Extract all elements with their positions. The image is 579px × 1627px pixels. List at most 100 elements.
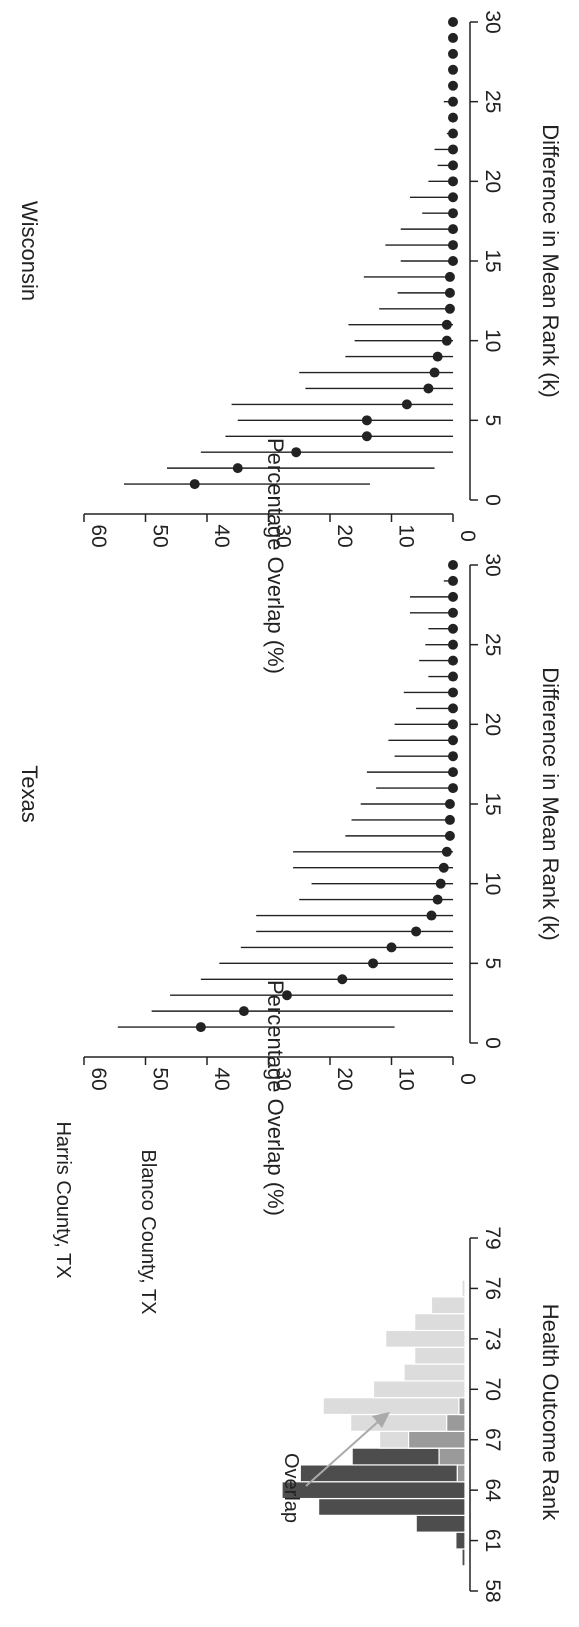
mean-point bbox=[441, 846, 452, 857]
mean-point bbox=[189, 479, 200, 490]
blanco-bar bbox=[414, 1313, 466, 1332]
rank-tick-label: 67 bbox=[481, 1428, 504, 1451]
mean-point bbox=[448, 160, 458, 171]
mean-point bbox=[441, 335, 452, 346]
k-tick-label: 10 bbox=[481, 329, 504, 352]
mean-point bbox=[448, 639, 458, 650]
percent-tick-label: 50 bbox=[149, 524, 172, 547]
mean-point bbox=[429, 367, 440, 378]
mean-point bbox=[281, 990, 292, 1001]
k-tick-label: 0 bbox=[481, 494, 504, 506]
k-tick-label: 5 bbox=[481, 957, 504, 969]
k-tick-label: 15 bbox=[481, 249, 504, 272]
mean-point bbox=[448, 591, 458, 602]
mean-point bbox=[448, 128, 458, 139]
k-tick-label: 20 bbox=[481, 713, 504, 736]
percent-tick-label: 60 bbox=[87, 1067, 110, 1090]
mean-point bbox=[448, 256, 458, 266]
mean-point bbox=[444, 799, 455, 809]
mean-point bbox=[361, 415, 372, 426]
mean-point bbox=[435, 878, 446, 889]
percent-tick-label: 0 bbox=[456, 1073, 479, 1085]
wisconsin-marks bbox=[123, 17, 458, 490]
mean-point bbox=[195, 1022, 206, 1033]
harris-bar bbox=[415, 1514, 466, 1533]
overlap-bar bbox=[438, 1447, 466, 1466]
mean-point bbox=[423, 383, 434, 394]
k-tick-label: 20 bbox=[481, 170, 504, 193]
mean-point bbox=[448, 735, 458, 746]
mean-point bbox=[448, 560, 458, 570]
percent-tick-label: 30 bbox=[272, 524, 295, 547]
mean-point bbox=[444, 814, 455, 825]
percent-tick-label: 40 bbox=[210, 1067, 233, 1090]
rank-tick-label: 61 bbox=[481, 1529, 504, 1552]
percent-tick-label: 0 bbox=[456, 530, 479, 542]
blanco-bar bbox=[414, 1346, 466, 1365]
rank-tick-label: 64 bbox=[481, 1478, 504, 1502]
mean-point bbox=[441, 319, 452, 330]
mean-point bbox=[337, 974, 348, 985]
mean-point bbox=[448, 671, 458, 682]
wisconsin-k-axis-label: Difference in Mean Rank (k) bbox=[538, 124, 563, 398]
mean-point bbox=[448, 607, 458, 618]
mean-point bbox=[448, 623, 458, 634]
harris-bar bbox=[318, 1497, 466, 1516]
mean-point bbox=[291, 447, 302, 458]
mean-point bbox=[448, 48, 458, 59]
mean-point bbox=[448, 719, 458, 730]
k-tick-label: 25 bbox=[481, 90, 504, 113]
texas-k-axis-label: Difference in Mean Rank (k) bbox=[538, 667, 563, 941]
texas-panel: 0 5 10 15 20 25 30 0 10 20 30 40 50 60 Texas Differe… bbox=[17, 553, 563, 1216]
mean-point bbox=[438, 862, 449, 873]
overlap-bar bbox=[456, 1464, 466, 1483]
texas-percent-axis-label: Percentage Overlap (%) bbox=[263, 980, 288, 1216]
blanco-bar bbox=[322, 1397, 466, 1416]
harris-bar bbox=[455, 1531, 466, 1550]
percent-tick-label: 10 bbox=[395, 1067, 418, 1090]
k-tick-label: 30 bbox=[481, 553, 504, 576]
mean-point bbox=[426, 910, 437, 921]
histogram-rank-axis-label: Health Outcome Rank bbox=[538, 1304, 563, 1521]
mean-point bbox=[368, 958, 379, 969]
histogram-rank-axis: 58 61 64 67 70 73 76 79 bbox=[469, 1226, 504, 1603]
mean-point bbox=[448, 96, 458, 107]
mean-point bbox=[401, 399, 412, 410]
harris-bar bbox=[299, 1464, 466, 1483]
percent-tick-label: 30 bbox=[272, 1067, 295, 1090]
rank-tick-label: 70 bbox=[481, 1378, 504, 1401]
mean-point bbox=[432, 351, 443, 362]
harris-county-label: Harris County, TX bbox=[52, 1121, 74, 1278]
mean-point bbox=[444, 271, 455, 282]
mean-point bbox=[448, 17, 458, 27]
k-tick-label: 5 bbox=[481, 414, 504, 426]
mean-point bbox=[411, 926, 422, 937]
overlap-bar bbox=[458, 1397, 466, 1416]
k-tick-label: 25 bbox=[481, 633, 504, 656]
mean-point bbox=[448, 687, 458, 698]
mean-point bbox=[432, 894, 443, 905]
mean-point bbox=[448, 32, 458, 43]
mean-point bbox=[448, 80, 458, 91]
texas-k-axis: 0 5 10 15 20 25 30 bbox=[469, 553, 504, 1049]
texas-percent-axis: 0 10 20 30 40 50 60 bbox=[83, 1056, 479, 1091]
blanco-bar bbox=[385, 1329, 466, 1348]
mean-point bbox=[386, 942, 397, 953]
mean-point bbox=[448, 192, 458, 203]
histogram-panel: 58 61 64 67 70 73 76 79 Health Outcome Rank Har… bbox=[52, 1121, 563, 1602]
mean-point bbox=[448, 64, 458, 75]
mean-point bbox=[448, 703, 458, 714]
mean-point bbox=[448, 112, 458, 123]
mean-point bbox=[238, 1006, 249, 1017]
mean-point bbox=[448, 176, 458, 187]
texas-title: Texas bbox=[17, 765, 42, 822]
mean-point bbox=[448, 767, 458, 778]
histogram-bars bbox=[281, 1279, 466, 1567]
overlap-label: Overlap bbox=[280, 1453, 302, 1523]
mean-point bbox=[448, 144, 458, 155]
blanco-bar bbox=[461, 1279, 466, 1298]
percent-tick-label: 20 bbox=[333, 524, 356, 547]
mean-point bbox=[444, 287, 455, 298]
rank-tick-label: 76 bbox=[481, 1277, 504, 1300]
k-tick-label: 30 bbox=[481, 10, 504, 33]
